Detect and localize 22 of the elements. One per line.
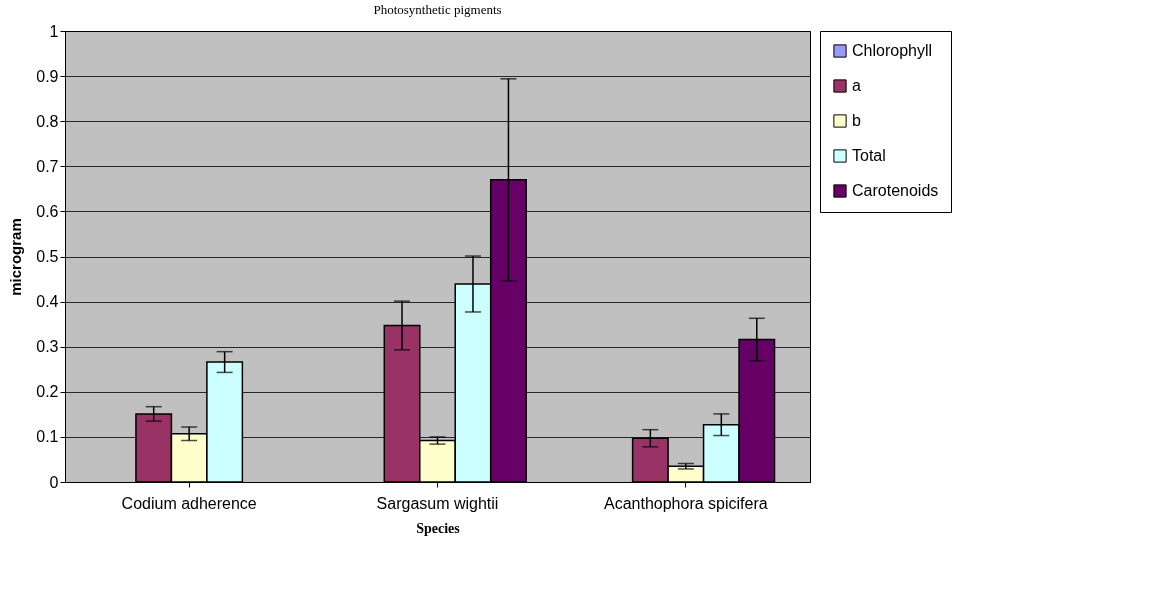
x-tick-label: Acanthophora spicifera bbox=[604, 494, 768, 512]
y-tick-label: 1 bbox=[49, 22, 59, 40]
y-tick-label: 0.1 bbox=[36, 428, 59, 446]
legend-label: Chlorophyll bbox=[852, 42, 933, 59]
legend-label: a bbox=[852, 77, 861, 94]
y-tick-label: 0.8 bbox=[36, 112, 59, 130]
chart-title: Photosynthetic pigments bbox=[373, 2, 502, 17]
y-tick-label: 0 bbox=[49, 473, 59, 491]
legend-label: Carotenoids bbox=[852, 182, 939, 199]
y-tick-label: 0.4 bbox=[36, 293, 59, 311]
y-tick-label: 0.5 bbox=[36, 248, 59, 265]
y-tick-label: 0.2 bbox=[36, 383, 59, 401]
legend-label: Total bbox=[852, 147, 886, 164]
x-axis-title: Species bbox=[416, 520, 461, 536]
x-tick-label: Sargasum wightii bbox=[376, 494, 499, 512]
legend-label: b bbox=[852, 112, 861, 129]
y-tick-label: 0.3 bbox=[36, 338, 59, 356]
x-tick-label: Codium adherence bbox=[121, 494, 257, 512]
y-tick-label: 0.7 bbox=[36, 157, 59, 175]
y-tick-label: 0.9 bbox=[36, 67, 59, 85]
y-axis-title: microgram bbox=[7, 218, 25, 296]
y-tick-label: 0.6 bbox=[36, 202, 59, 220]
